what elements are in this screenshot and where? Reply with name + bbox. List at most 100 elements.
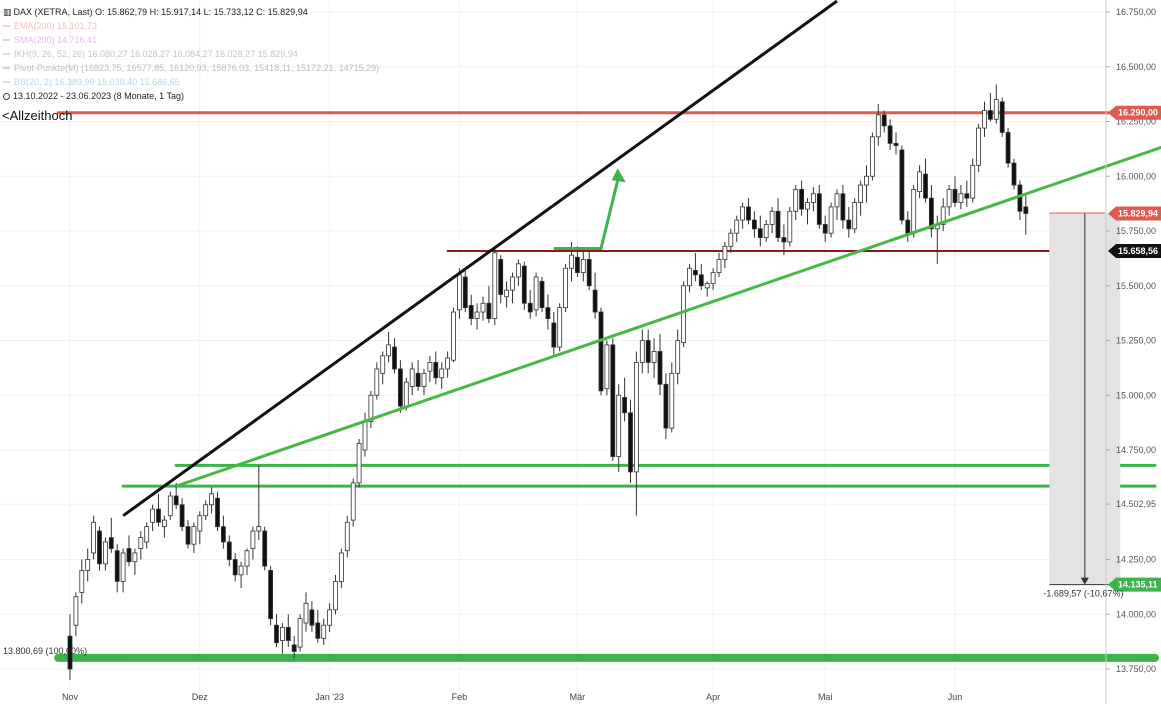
legend-sma[interactable]: SMA(200) 14.716,41	[3, 33, 379, 47]
horizontal-levels	[54, 111, 1159, 662]
price-tag: 15.829,94	[1108, 206, 1161, 221]
candle-body	[946, 188, 952, 208]
candle-body	[191, 526, 197, 545]
line-icon	[3, 39, 10, 41]
candle-body	[669, 372, 675, 429]
trendline	[175, 145, 1161, 488]
x-tick-label: Nov	[62, 692, 79, 702]
y-tick-label: 13.750,00	[1116, 664, 1156, 674]
price-tag-label: 15.829,94	[1118, 208, 1158, 218]
candle-body	[486, 302, 492, 319]
candle-body	[238, 565, 244, 576]
price-tag-bg	[1108, 105, 1161, 120]
price-tag: 16.290,00	[1108, 105, 1161, 120]
candle-body	[710, 272, 716, 284]
candle-body	[120, 552, 126, 582]
y-tick-label: 14.502,95	[1116, 499, 1156, 509]
candle-body	[952, 188, 958, 203]
candle-body	[209, 493, 215, 506]
y-tick-label: 16.500,00	[1116, 62, 1156, 72]
candle-body	[923, 173, 928, 199]
candle-body	[161, 519, 167, 528]
candle-body	[569, 254, 574, 269]
trendline	[122, 0, 838, 517]
x-tick-label: Apr	[706, 692, 720, 702]
y-tick-label: 15.000,00	[1116, 390, 1156, 400]
price-tag-label: 15.658,56	[1118, 246, 1158, 256]
candle-body	[734, 219, 740, 234]
low-level-label: 13.800,69 (100,00%)	[3, 646, 87, 656]
candle-body	[887, 125, 893, 144]
bars-icon: ▥	[3, 7, 11, 17]
candle-body	[628, 412, 633, 473]
candle-body	[811, 193, 816, 203]
candle-body	[799, 188, 804, 210]
candle-body	[356, 443, 362, 484]
legend-bb[interactable]: BB(20, 2) 16.389,96 15.038,40 15.686,65	[3, 75, 379, 89]
x-tick-label: Jan '23	[315, 692, 344, 702]
candle-body	[250, 530, 256, 549]
candle-body	[781, 237, 787, 243]
candle-body	[1011, 162, 1017, 186]
candle-body	[468, 305, 474, 319]
candle-body	[657, 351, 663, 385]
x-tick-label: Mai	[818, 692, 833, 702]
x-tick-label: Mär	[570, 692, 586, 702]
line-icon	[3, 25, 10, 27]
candle-body	[415, 372, 421, 387]
candle-body	[114, 550, 120, 582]
candle-body	[421, 372, 427, 387]
candle-body	[834, 193, 840, 208]
candle-body	[474, 311, 480, 319]
candle-body	[793, 188, 799, 212]
candle-body	[846, 219, 852, 230]
candle-body	[291, 644, 297, 652]
candle-body	[716, 259, 722, 274]
price-tag-bg	[1108, 244, 1161, 259]
candle-body	[598, 311, 604, 392]
candle-body	[728, 232, 734, 247]
candle-body	[852, 202, 858, 230]
y-tick-label: 14.000,00	[1116, 609, 1156, 619]
candle-body	[285, 626, 291, 641]
candle-body	[639, 340, 645, 363]
y-tick-label: 16.750,00	[1116, 7, 1156, 17]
candle-body	[929, 197, 934, 230]
price-tag-label: 14.135,11	[1118, 580, 1158, 590]
candle-body	[344, 521, 350, 552]
candle-body	[545, 307, 551, 319]
candle-body	[103, 541, 108, 565]
measure-label: -1.689,57 (-10,67%)	[1043, 589, 1123, 599]
candle-body	[575, 256, 580, 274]
grid	[0, 0, 1105, 704]
candle-body	[533, 276, 539, 311]
candle-body	[368, 394, 374, 422]
legend-pivot[interactable]: Pivot-Punkte(M) (16823,75, 16577,85, 161…	[3, 61, 379, 75]
candle-body	[173, 495, 179, 506]
candle-body	[527, 302, 533, 313]
candle-body	[899, 149, 905, 221]
trendlines	[122, 0, 1161, 517]
green-arrow	[553, 168, 626, 251]
candle-body	[905, 219, 911, 234]
candle-body	[297, 618, 303, 648]
legend-ema[interactable]: EMA(200) 15.101,73	[3, 19, 379, 33]
x-tick-label: Dez	[192, 692, 209, 702]
candle-body	[492, 252, 498, 319]
legend-ikh[interactable]: IKH(9, 26, 52, 26) 16.080,27 16.028,27 1…	[3, 47, 379, 61]
candle-body	[763, 224, 769, 238]
y-tick-label: 14.750,00	[1116, 445, 1156, 455]
candle-body	[722, 245, 728, 260]
candle-body	[875, 114, 881, 138]
candle-body	[634, 361, 639, 473]
candle-body	[274, 624, 279, 644]
clock-icon	[3, 92, 10, 100]
candle-body	[279, 626, 285, 641]
candle-body	[79, 570, 85, 593]
candle-body	[828, 206, 834, 234]
price-tag-bg	[1108, 577, 1161, 592]
candle-body	[1005, 132, 1011, 164]
x-axis: Nov Dez Jan '23 Feb Mär Apr Mai Jun	[62, 692, 962, 702]
chart-legend: ▥ DAX (XETRA, Last) O: 15.862,79 H: 15.91…	[3, 5, 379, 103]
